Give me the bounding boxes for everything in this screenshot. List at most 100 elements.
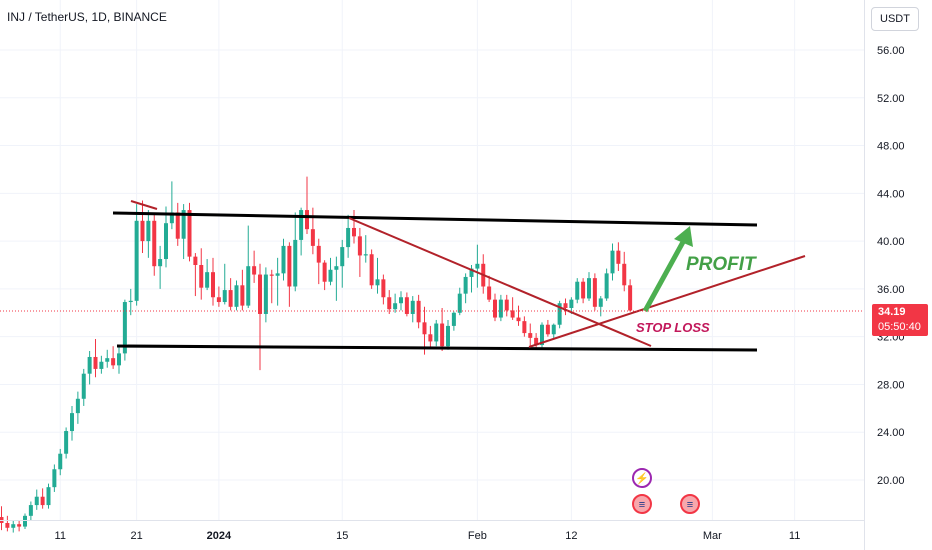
y-tick-label: 52.00 xyxy=(877,93,905,105)
candle-body xyxy=(164,223,168,260)
candle xyxy=(228,278,233,311)
candle-body xyxy=(310,229,315,246)
candle-body xyxy=(17,524,22,527)
x-tick-label: 11 xyxy=(55,530,66,542)
candle-body xyxy=(399,297,403,304)
candle xyxy=(451,311,456,331)
candle-body xyxy=(516,317,521,322)
x-tick-label: Mar xyxy=(703,530,722,542)
candle xyxy=(352,210,356,244)
candle-body xyxy=(545,324,550,335)
candle xyxy=(440,308,445,351)
candle-body xyxy=(381,279,386,298)
candle xyxy=(316,238,321,285)
candle-body xyxy=(299,210,304,240)
candle xyxy=(287,242,292,307)
x-tick-label: 12 xyxy=(565,530,577,542)
candle xyxy=(340,239,345,288)
candle xyxy=(616,242,621,271)
candle xyxy=(399,291,403,311)
candle-body xyxy=(563,303,568,308)
candle xyxy=(0,506,4,531)
candle-body xyxy=(305,210,309,230)
candle-body xyxy=(628,285,633,311)
candle xyxy=(52,464,57,492)
candle-body xyxy=(128,300,133,303)
candle-body xyxy=(469,268,474,277)
candle-body xyxy=(504,299,509,311)
us-flag-icon[interactable]: ≡ xyxy=(632,494,652,514)
candle-body xyxy=(263,274,268,314)
candle xyxy=(34,489,39,510)
candle-body xyxy=(269,274,274,276)
candle xyxy=(75,391,80,424)
candle-body xyxy=(422,322,427,335)
candle xyxy=(375,257,380,294)
candle-body xyxy=(498,299,503,318)
candle xyxy=(175,202,180,246)
candle-body xyxy=(87,356,92,374)
candle-body xyxy=(122,302,127,354)
candle xyxy=(252,250,257,283)
y-tick-label: 28.00 xyxy=(877,379,905,391)
candle xyxy=(575,278,580,304)
candle-body xyxy=(158,259,163,267)
bar-countdown: 05:50:40 xyxy=(878,321,921,333)
candle-body xyxy=(328,269,333,282)
candle-body xyxy=(152,220,157,267)
candle xyxy=(393,293,398,313)
candle xyxy=(216,286,221,307)
candle xyxy=(240,269,245,311)
candle-body xyxy=(393,303,398,310)
candle-body xyxy=(5,523,10,528)
candle-body xyxy=(598,298,603,307)
candle xyxy=(293,212,298,292)
candle-body xyxy=(551,324,556,335)
stop-loss-label: STOP LOSS xyxy=(636,320,710,335)
candle xyxy=(211,257,215,306)
candle xyxy=(598,296,603,317)
lightning-icon[interactable]: ⚡ xyxy=(632,468,652,488)
candle-body xyxy=(117,353,121,366)
candle-body xyxy=(81,373,86,399)
candle-body xyxy=(281,245,286,274)
candle xyxy=(187,202,192,262)
candle xyxy=(587,272,591,301)
candle-body xyxy=(105,358,110,362)
candle xyxy=(510,297,515,320)
candle-body xyxy=(610,250,615,274)
resistance-line xyxy=(112,211,758,227)
candle-body xyxy=(457,293,462,313)
candle xyxy=(545,319,550,337)
candle xyxy=(357,227,362,277)
candle xyxy=(17,520,22,532)
candle-body xyxy=(587,278,591,299)
candle xyxy=(23,513,27,529)
candle xyxy=(105,349,110,368)
candle-body xyxy=(616,250,621,264)
currency-button[interactable]: USDT xyxy=(871,7,919,31)
candle-body xyxy=(240,285,245,306)
candle-body xyxy=(175,212,180,239)
candle-body xyxy=(369,254,374,286)
candle-body xyxy=(193,256,198,265)
candle xyxy=(381,274,386,305)
candle xyxy=(128,288,133,316)
candle-body xyxy=(28,505,33,516)
x-tick-label: 2024 xyxy=(207,530,232,542)
candle-body xyxy=(52,469,57,488)
us-flag-icon[interactable]: ≡ xyxy=(680,494,700,514)
candle-body xyxy=(404,297,409,314)
candle xyxy=(11,520,16,533)
candles xyxy=(0,176,633,533)
y-tick-label: 20.00 xyxy=(877,475,905,487)
candle xyxy=(87,351,92,385)
candle xyxy=(64,427,69,459)
candle xyxy=(93,339,98,378)
candle-body xyxy=(352,227,356,237)
candle-body xyxy=(334,266,339,270)
candle xyxy=(463,273,468,304)
candle-body xyxy=(316,245,321,263)
